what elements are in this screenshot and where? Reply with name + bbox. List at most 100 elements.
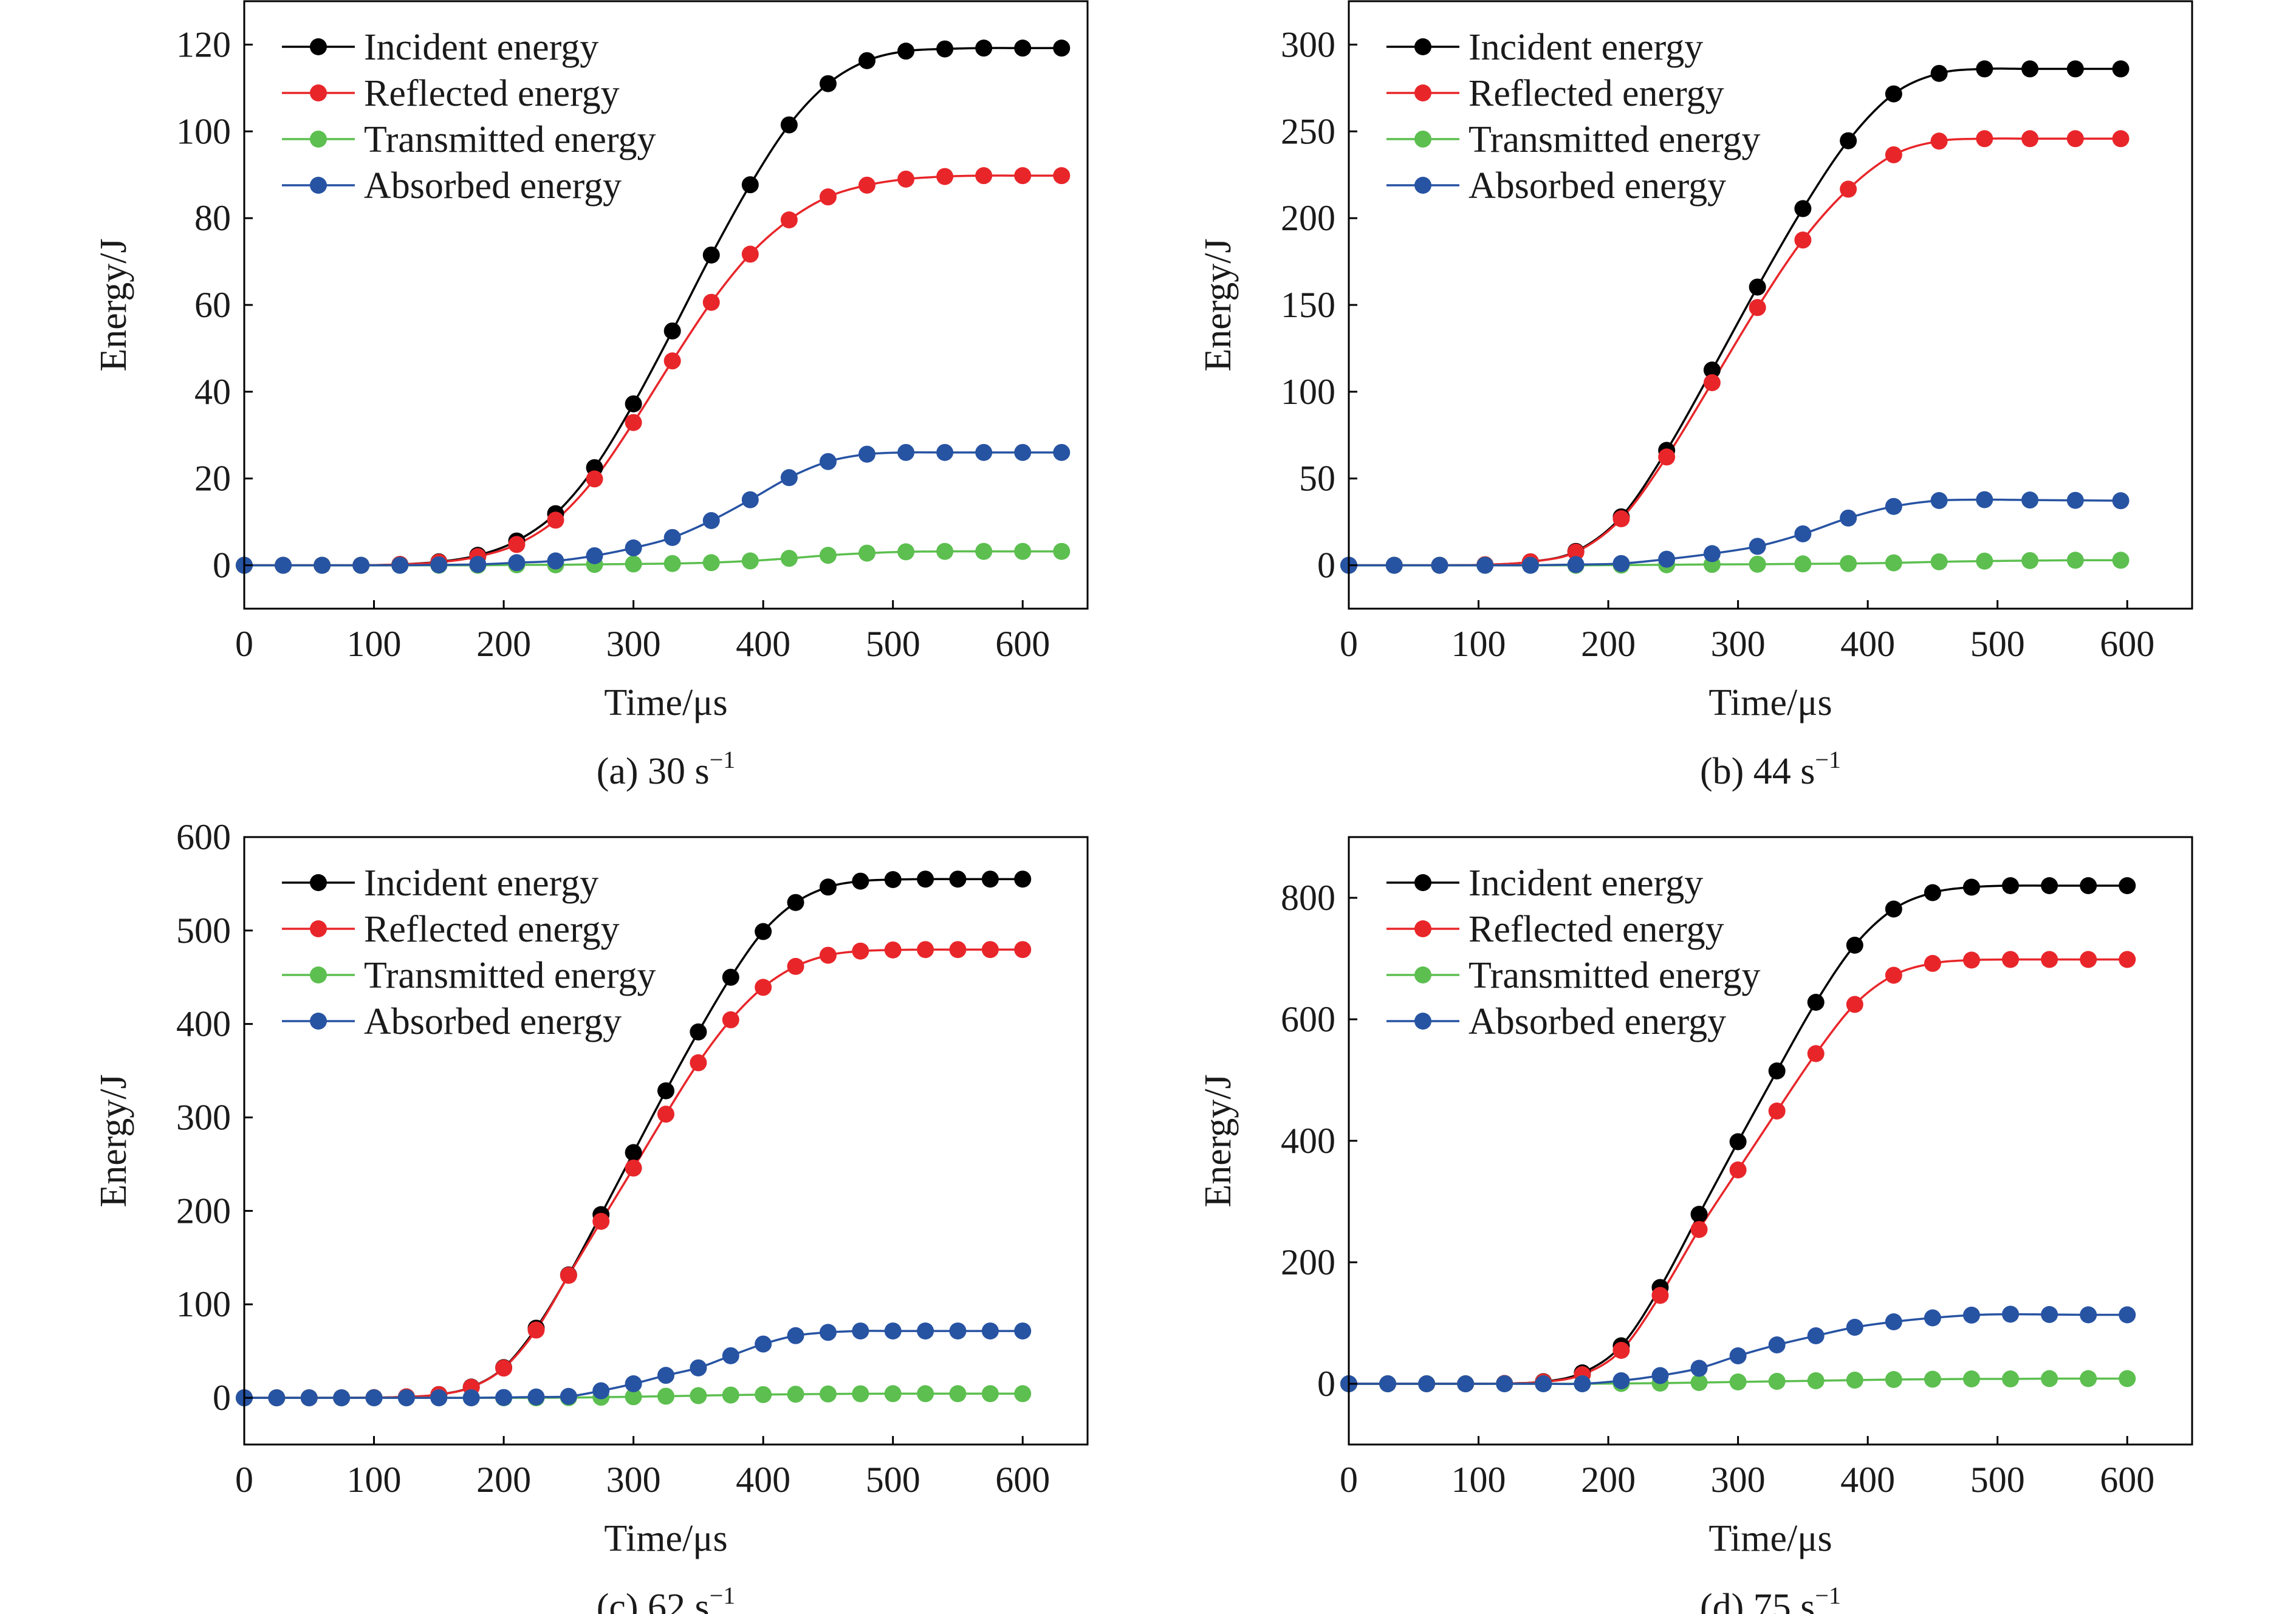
x-tick-label-d-2: 200 [1581, 1460, 1636, 1500]
data-point-c-3-19 [852, 1322, 869, 1340]
data-point-b-3-12 [1885, 498, 1902, 515]
data-point-c-0-22 [949, 870, 967, 888]
legend-marker-c-0 [310, 874, 327, 891]
data-point-c-1-15 [722, 1011, 739, 1028]
data-point-b-0-8 [1703, 361, 1721, 379]
data-point-d-3-19 [2080, 1306, 2097, 1324]
caption-sup-d: −1 [1815, 1582, 1841, 1609]
data-point-a-1-10 [625, 414, 642, 431]
data-point-a-0-20 [1014, 39, 1032, 57]
data-point-b-1-12 [1885, 146, 1902, 163]
data-point-a-0-15 [819, 75, 837, 92]
legend-marker-b-2 [1414, 131, 1431, 148]
data-point-d-1-19 [2080, 951, 2097, 968]
data-point-a-2-14 [780, 550, 798, 567]
data-point-c-2-12 [625, 1388, 642, 1406]
data-point-b-2-16 [2066, 552, 2084, 569]
y-tick-label-b-6: 300 [1281, 24, 1335, 64]
data-point-d-0-17 [2002, 877, 2020, 894]
data-point-b-3-17 [2112, 492, 2130, 510]
data-point-b-2-11 [1840, 555, 1857, 572]
data-point-c-1-18 [819, 946, 837, 964]
data-point-a-3-16 [858, 445, 876, 463]
data-point-a-1-9 [586, 470, 603, 488]
data-point-b-0-17 [2112, 60, 2130, 78]
y-tick-label-b-4: 200 [1281, 198, 1335, 238]
data-point-a-1-16 [858, 176, 876, 194]
y-axis-label-c: Energy/J [93, 1074, 134, 1207]
data-point-a-2-20 [1014, 542, 1032, 560]
data-point-c-0-24 [1014, 870, 1032, 888]
chart-panel-c: 0 100 200 300 400 500 600 0 100 200 300 400 500 600 Ti… [93, 817, 1089, 1614]
data-point-b-3-16 [2066, 491, 2084, 509]
y-tick-label-c-3: 300 [176, 1098, 231, 1138]
legend-c: Incident energy Reflected energy Transmitt… [282, 863, 656, 1042]
data-point-c-1-22 [949, 941, 967, 959]
data-point-d-1-15 [1924, 955, 1941, 972]
x-tick-label-b-5: 500 [1970, 624, 2025, 664]
data-point-c-3-23 [981, 1322, 999, 1340]
data-point-c-0-21 [917, 870, 934, 888]
data-point-a-0-21 [1053, 39, 1071, 57]
data-point-d-2-10 [1729, 1373, 1747, 1390]
legend-marker-b-1 [1414, 84, 1431, 101]
legend-d: Incident energy Reflected energy Transmitt… [1386, 863, 1760, 1042]
caption-a: (a) 30 s−1 [597, 746, 736, 792]
data-point-d-2-9 [1690, 1374, 1708, 1391]
y-axis-label-a: Energy/J [93, 238, 134, 371]
data-point-b-3-3 [1476, 556, 1494, 574]
data-point-a-0-12 [702, 246, 720, 264]
legend-marker-c-3 [310, 1013, 327, 1030]
data-point-a-3-4 [391, 556, 409, 574]
data-point-d-1-14 [1885, 966, 1902, 984]
data-point-d-3-12 [1807, 1327, 1825, 1344]
data-point-c-0-17 [787, 894, 804, 911]
x-tick-label-b-4: 400 [1840, 624, 1895, 664]
data-point-d-1-17 [2002, 951, 2020, 968]
data-point-b-3-2 [1431, 556, 1448, 574]
data-point-c-2-22 [949, 1385, 967, 1403]
data-point-a-0-17 [897, 43, 915, 60]
caption-prefix-a: (a) 30 s [597, 751, 710, 792]
data-point-a-0-16 [858, 52, 876, 69]
data-point-d-1-16 [1962, 951, 1980, 969]
data-point-a-3-7 [508, 554, 526, 572]
data-point-a-3-17 [897, 443, 915, 461]
data-point-d-0-18 [2041, 877, 2058, 894]
data-point-c-3-16 [755, 1335, 772, 1353]
caption-sup-c: −1 [710, 1582, 736, 1609]
data-point-a-3-1 [275, 556, 292, 574]
data-point-b-3-7 [1658, 550, 1676, 568]
data-point-a-3-2 [314, 556, 331, 574]
data-point-a-3-10 [625, 539, 642, 556]
caption-prefix-d: (d) 75 s [1700, 1587, 1815, 1614]
data-point-b-0-12 [1885, 85, 1902, 103]
caption-prefix-b: (b) 44 s [1700, 751, 1815, 792]
data-point-d-0-20 [2119, 877, 2136, 894]
legend-label-a-3: Absorbed energy [364, 165, 622, 207]
data-point-c-2-17 [787, 1386, 804, 1403]
data-point-b-2-15 [2021, 552, 2039, 569]
x-tick-label-a-3: 300 [606, 624, 661, 664]
legend-marker-d-2 [1414, 966, 1431, 983]
data-point-a-1-8 [547, 511, 564, 529]
y-tick-label-b-0: 0 [1317, 545, 1335, 586]
data-point-b-1-9 [1749, 299, 1766, 316]
data-point-c-0-12 [625, 1144, 642, 1161]
data-point-b-3-1 [1385, 556, 1403, 574]
legend-a: Incident energy Reflected energy Transmitt… [282, 27, 656, 207]
data-point-d-0-16 [1962, 878, 1980, 896]
data-point-d-2-14 [1885, 1371, 1902, 1388]
data-point-c-0-15 [722, 968, 739, 986]
data-point-c-1-12 [625, 1159, 642, 1177]
data-point-b-0-10 [1794, 200, 1812, 217]
y-tick-label-a-0: 0 [213, 545, 231, 586]
data-point-a-3-9 [586, 547, 603, 564]
data-point-c-1-20 [884, 941, 902, 959]
data-point-a-1-21 [1053, 167, 1071, 185]
legend-label-b-0: Incident energy [1468, 27, 1703, 68]
data-point-d-3-20 [2119, 1306, 2136, 1324]
data-point-c-3-6 [430, 1389, 448, 1407]
data-point-d-3-6 [1574, 1375, 1591, 1392]
data-point-b-3-14 [1976, 491, 1993, 508]
